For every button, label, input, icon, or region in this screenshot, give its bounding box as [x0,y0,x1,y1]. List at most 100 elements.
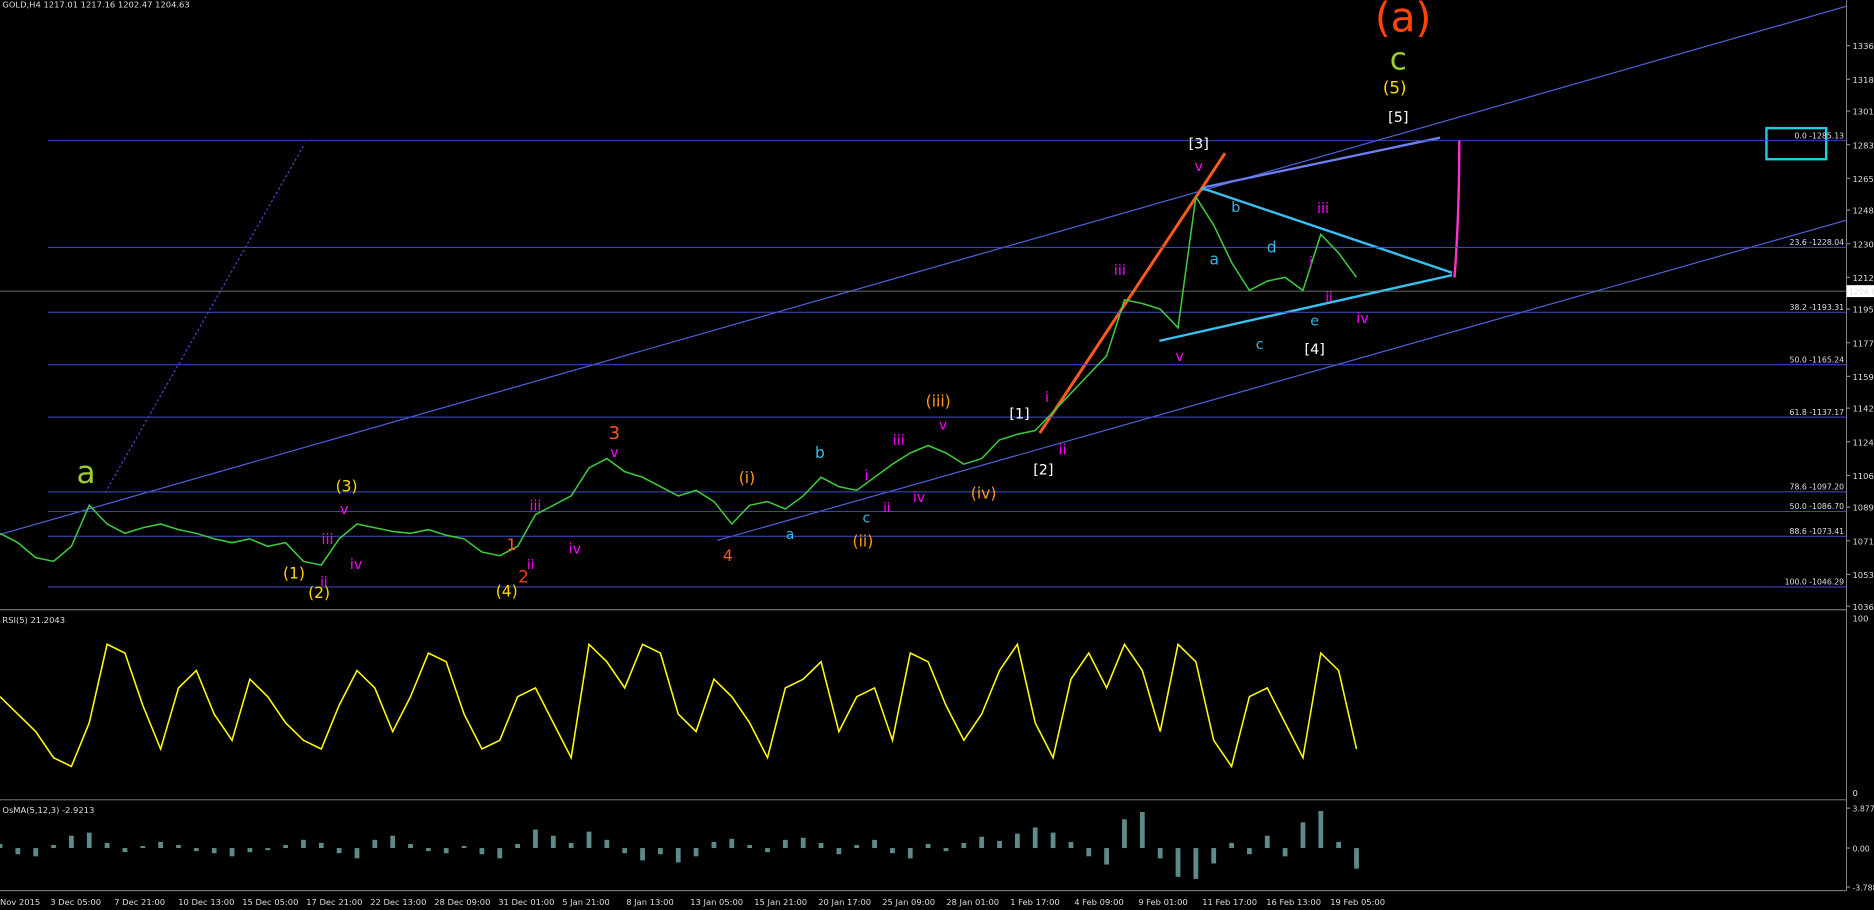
wave-label: iv [569,542,582,558]
wave-label: c [1256,337,1264,353]
price-tick-label: 1212 [1852,273,1873,283]
time-label: 16 Feb 13:00 [1266,897,1321,907]
wave-label: v [1194,159,1203,175]
osma-bar [479,848,485,855]
osma-bar [979,836,985,849]
wave-label: (2) [308,584,330,602]
osma-bar [1104,848,1110,865]
osma-bar [622,848,628,854]
rsi-line [0,642,1358,769]
osma-bar [301,839,306,849]
wave-label: iii [1114,263,1126,279]
wave-label: 2 [518,566,529,586]
osma-bar [158,841,164,849]
target-box [1765,126,1828,161]
time-label: 13 Jan 05:00 [690,897,743,907]
fib-label: 50.0 -1086.70 [1790,502,1845,511]
fib-label: 0.0 -1285.13 [1794,131,1844,140]
osma-bar [229,848,235,857]
osma-bar [69,835,74,849]
osma-bar [1229,842,1234,849]
wave-label: iii [529,499,541,515]
wave-label: b [815,444,825,462]
osma-bar [1139,812,1145,849]
time-label: 4 Feb 09:00 [1074,897,1124,907]
osma-bar [390,835,396,849]
osma-bar [747,844,753,849]
time-label: Nov 2015 [0,897,40,907]
current-price-box [1846,285,1874,298]
osma-bar [497,848,503,859]
osma-bar [86,832,92,849]
wave-label: ii [1325,290,1332,305]
osma-bar [729,838,735,849]
osma-bar [568,842,574,849]
fib-label: 61.8 -1137.17 [1790,408,1845,417]
price-tick-label: 1248 [1852,206,1873,216]
time-label: 31 Dec 01:00 [498,897,554,907]
price-tick-label: 1318 [1852,75,1873,85]
osma-bar [15,848,21,855]
osma-bar [1211,848,1217,864]
osma-bar [782,839,788,849]
wave-label: 3 [609,423,620,444]
time-label: 20 Jan 17:00 [818,897,871,907]
time-label: 15 Dec 05:00 [242,897,298,907]
osma-bar [1086,848,1092,857]
price-tick-label: 1053 [1852,570,1873,580]
price-tick-label: 1336 [1852,41,1873,51]
price-tick-label: 1071 [1852,536,1873,546]
osma-bar [318,842,324,849]
wave-label: i [1045,390,1049,406]
wave-label: a [77,455,96,491]
osma-bar [872,839,877,849]
wave-label: c [1390,42,1407,78]
osma-bar [854,844,860,849]
osma-tick-label: -3.7880 [1852,884,1874,893]
fib-label: 78.6 -1097.20 [1790,482,1845,491]
wave-label: iii [893,433,905,449]
wave-label: a [786,527,795,543]
osma-bar [265,848,271,851]
osma-bar [800,837,806,849]
wave-label: [3] [1189,136,1209,152]
price-tick-label: 1265 [1852,174,1873,184]
wave-label: ii [1059,442,1067,458]
wave-label: d [1267,238,1277,256]
osma-bar [1068,841,1074,849]
price-tick-label: 1230 [1852,239,1873,249]
wave-label: (ii) [853,532,874,550]
price-tick-label: 1195 [1852,305,1873,315]
wave-label: 1 [507,536,517,554]
time-label: 1 Feb 17:00 [1010,897,1060,907]
wave-label: iv [350,557,363,573]
wave-label: (4) [496,583,518,601]
osma-bar [711,841,717,849]
wave-label: e [1310,313,1319,329]
wave-label: [5] [1388,110,1408,126]
wave-label: ii [320,575,327,590]
fib-label: 50.0 -1165.24 [1790,355,1845,364]
fib-label: 88.6 -1073.41 [1790,527,1845,536]
osma-bar [354,848,360,859]
osma-bar [586,831,592,849]
time-label: 5 Jan 21:00 [562,897,610,907]
price-tick-label: 1106 [1852,471,1873,481]
wave-label: (iv) [971,485,997,503]
osma-bar [1157,848,1163,859]
osma-bar [1032,827,1038,849]
wave-label: [4] [1305,342,1325,358]
wave-label: (1) [283,565,305,583]
osma-bar [283,844,288,849]
osma-bar [176,844,181,849]
wave-label: (iii) [926,393,951,411]
osma-bar [640,848,645,861]
fib-label: 100.0 -1046.29 [1785,578,1845,587]
osma-bar [1193,848,1199,879]
osma-tick-label: 3.8770 [1852,805,1874,814]
time-label: 28 Dec 09:00 [434,897,490,907]
osma-bar [1122,819,1127,849]
osma-bar [997,840,1002,849]
price-tick-label: 1142 [1852,404,1873,414]
